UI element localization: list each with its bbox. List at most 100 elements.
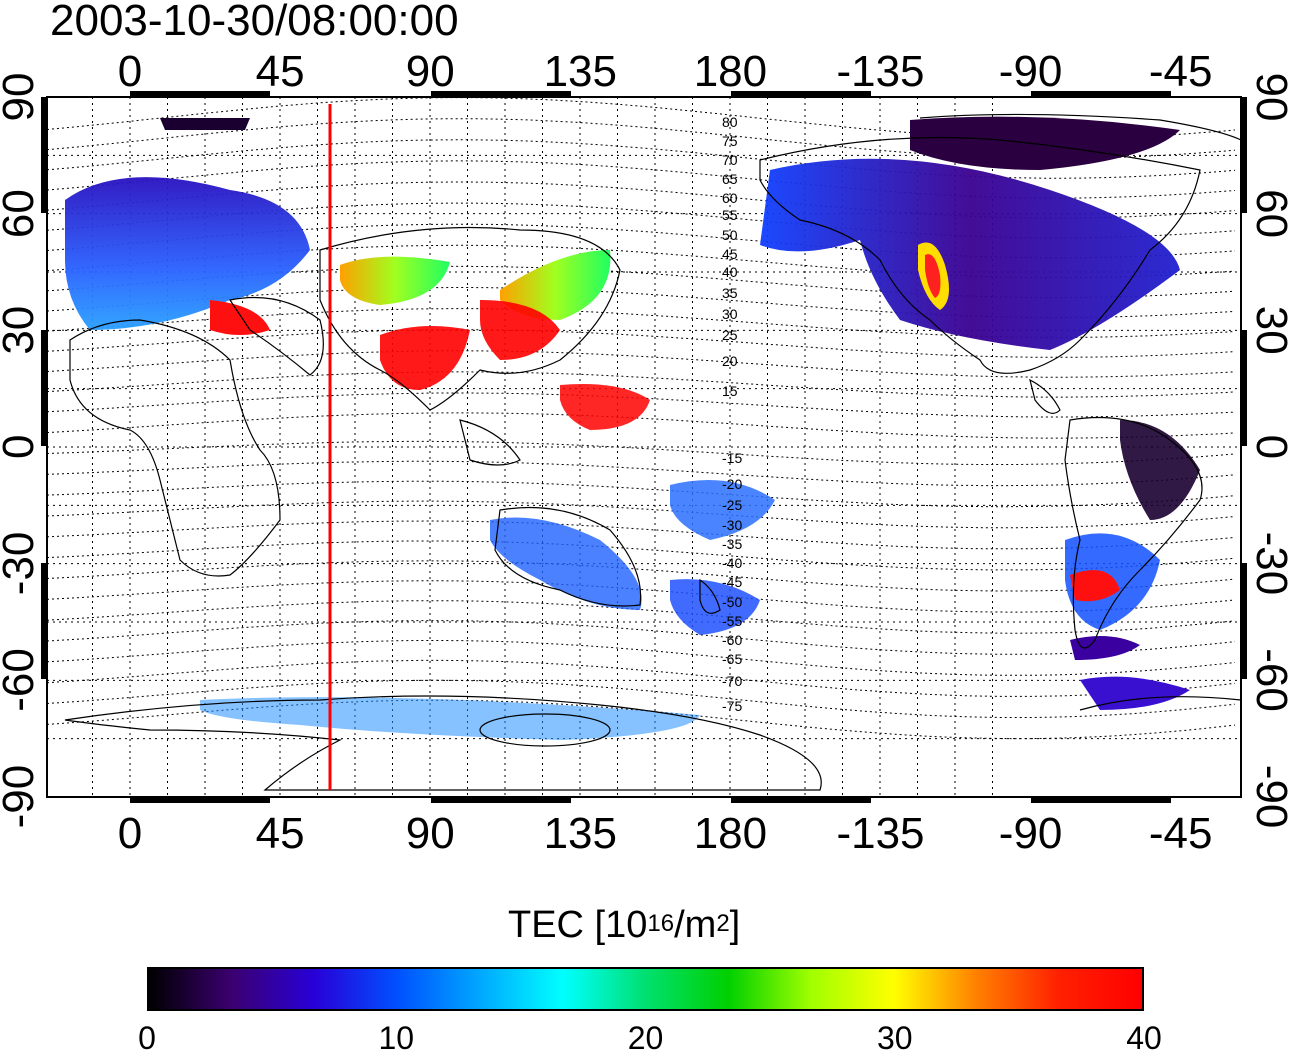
contour-label: 75 (722, 133, 738, 149)
bottom-lon-label: -45 (1149, 809, 1213, 858)
contour-label: -45 (722, 574, 742, 590)
contour-label: -55 (722, 613, 742, 629)
magnetic-contour (46, 202, 1236, 239)
tec-patagonia (1070, 636, 1140, 660)
contour-label: 15 (722, 383, 738, 399)
magnetic-contour (46, 659, 1236, 697)
magnetic-contour (46, 600, 1236, 634)
magnetic-contour (46, 160, 1236, 199)
magnetic-contour (46, 440, 1236, 465)
bottom-lon-label: 135 (544, 809, 617, 858)
tec-pacific-red (560, 384, 650, 430)
right-lat-label: 0 (1247, 435, 1292, 459)
magnetic-contour (46, 181, 1236, 219)
colorbar-tick-label: 40 (1126, 1020, 1162, 1056)
tec-australia (490, 517, 642, 610)
bottom-lon-label: 90 (406, 809, 455, 858)
tec-na-hotspot-core (925, 254, 941, 298)
magnetic-contour (46, 118, 1236, 159)
right-lat-labels: 90 60 30 0 -30 -60 -90 (1247, 73, 1292, 829)
magnetic-contour (46, 329, 1236, 358)
left-lat-label: 90 (0, 73, 43, 122)
tec-antarctica-sa (1080, 676, 1190, 710)
left-lat-label: -30 (0, 532, 43, 596)
frame-ticks (41, 91, 1247, 803)
colorbar-tick-label: 0 (138, 1020, 156, 1056)
left-lat-label: 0 (0, 435, 43, 459)
magnetic-contour (46, 350, 1236, 378)
bottom-lon-label: -90 (999, 809, 1063, 858)
magnetic-contour (46, 412, 1236, 439)
contour-label: -30 (722, 517, 742, 533)
left-lat-label: 30 (0, 306, 43, 355)
right-lat-label: -30 (1247, 532, 1292, 596)
contour-label: -50 (722, 594, 742, 610)
contour-label: 65 (722, 171, 738, 187)
tec-middle-east (210, 300, 270, 335)
colorbar-label-end: ] (729, 904, 741, 946)
coastlines (64, 113, 1242, 791)
tec-china (480, 300, 560, 360)
tec-central-asia (340, 256, 450, 305)
tec-siberia-top (160, 118, 250, 130)
contour-label: -70 (722, 673, 742, 689)
contour-label: 50 (722, 227, 738, 243)
magnetic-contour (46, 620, 1236, 655)
contour-label: -65 (722, 651, 742, 667)
bottom-lon-label: -135 (836, 809, 924, 858)
colorbar-label-exp1: 16 (647, 910, 675, 937)
right-lat-label: -90 (1247, 765, 1292, 829)
colorbar-title: TEC [1016/m2] (508, 904, 740, 947)
top-lon-label: 45 (256, 47, 305, 96)
left-lat-label: -60 (0, 648, 43, 712)
contour-label: -25 (722, 497, 742, 513)
magnetic-contour (46, 460, 1236, 487)
contour-label: 80 (722, 114, 738, 130)
tec-nz (670, 579, 760, 635)
magnetic-contour (46, 223, 1236, 259)
top-lon-label: 0 (118, 47, 142, 96)
bottom-lon-labels: 0 45 90 135 180 -135 -90 -45 (118, 809, 1213, 858)
contour-label: 25 (722, 327, 738, 343)
tec-sa-hot (1070, 570, 1120, 602)
colorbar-label-exp2: 2 (716, 910, 730, 937)
colorbar-label-main: TEC [10 (508, 904, 648, 946)
magnetic-contour (46, 580, 1236, 613)
colorbar-label-unit: /m (674, 904, 717, 946)
contour-label: 30 (722, 306, 738, 322)
contour-label: 60 (722, 190, 738, 206)
colorbar-tick-label: 10 (378, 1020, 415, 1056)
top-lon-label: 135 (544, 47, 617, 96)
contour-label: 70 (722, 152, 738, 168)
top-lon-labels: 0 45 90 135 180 -135 -90 -45 (118, 47, 1213, 96)
top-lon-label: -90 (999, 47, 1063, 96)
top-lon-label: -135 (836, 47, 924, 96)
contour-label: -60 (722, 632, 742, 648)
left-lat-label: 60 (0, 189, 43, 238)
tec-east-sa (1120, 420, 1200, 520)
contour-label: 40 (722, 264, 738, 280)
contour-label: 45 (722, 246, 738, 262)
magnetic-contour (46, 392, 1236, 418)
top-lon-label: 90 (406, 47, 455, 96)
tec-world-map: 8075706560555045403530252015-15-20-25-30… (0, 47, 1292, 858)
contour-label: -15 (722, 450, 742, 466)
magnetic-contour (46, 640, 1236, 676)
right-lat-label: 90 (1247, 73, 1292, 122)
magnetic-contour (46, 139, 1236, 179)
right-lat-label: -60 (1247, 648, 1292, 712)
grid-lines (47, 97, 1241, 797)
right-lat-label: 30 (1247, 306, 1292, 355)
magnetic-contour (46, 520, 1236, 550)
bottom-lon-label: 180 (694, 809, 767, 858)
map-title: 2003-10-30/08:00:00 (50, 0, 459, 45)
bottom-lon-label: 0 (118, 809, 142, 858)
magnetic-contour (46, 371, 1236, 398)
tec-north-america (760, 158, 1180, 350)
tec-india (380, 326, 470, 390)
contour-label: -20 (722, 476, 742, 492)
contour-label: 20 (722, 353, 738, 369)
contour-label: -40 (722, 555, 742, 571)
tec-antarctica-pac (200, 697, 700, 740)
